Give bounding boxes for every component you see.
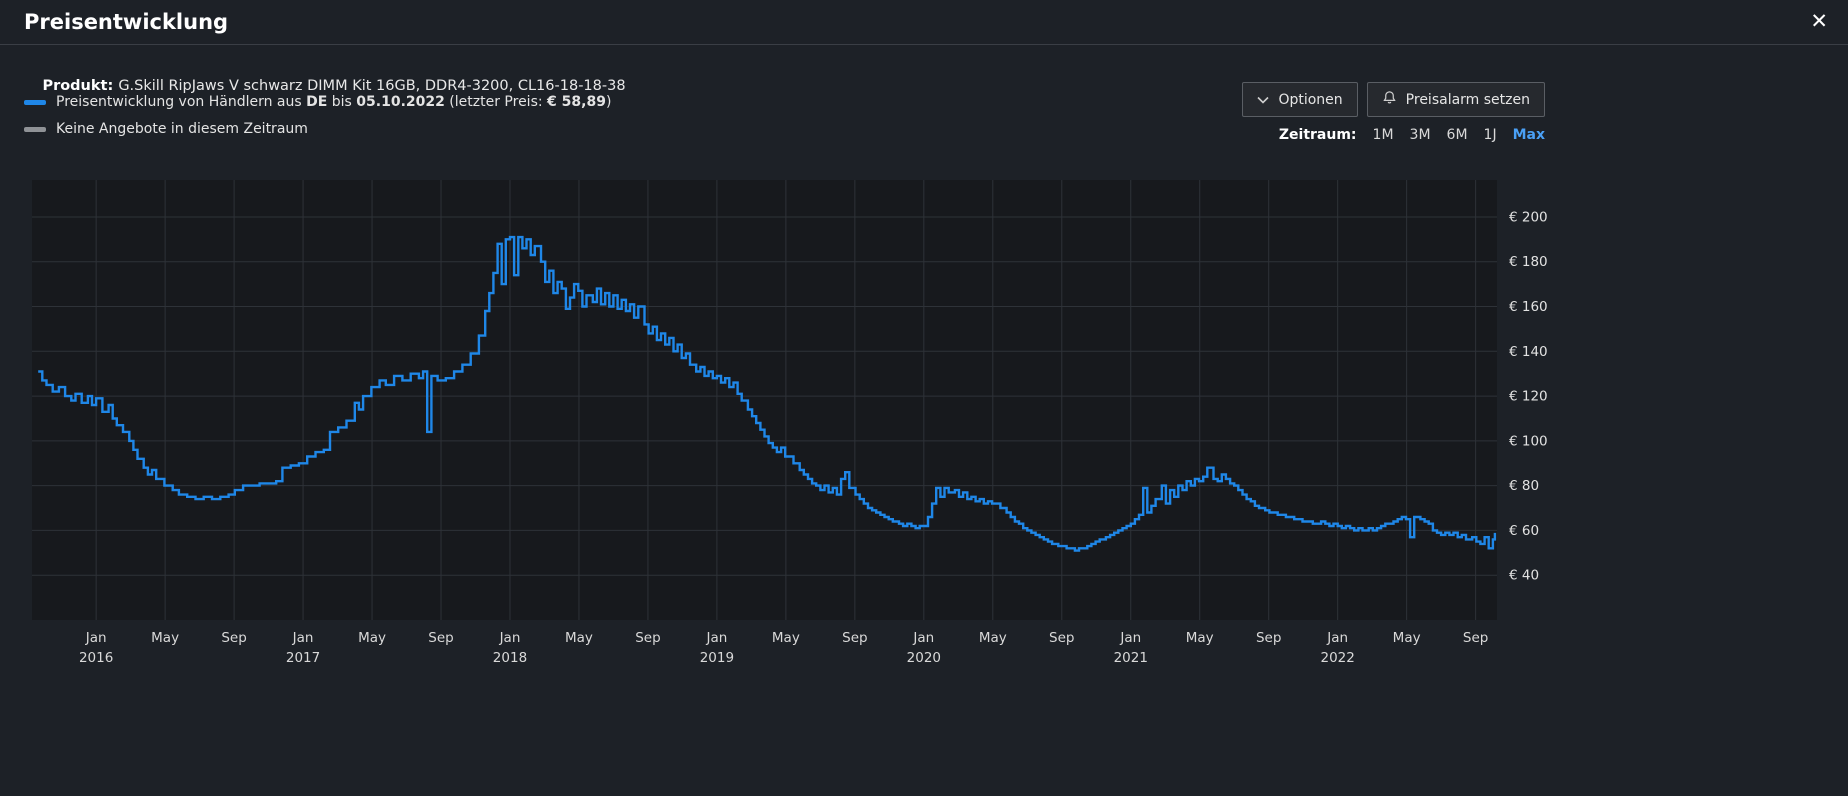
svg-text:2022: 2022 <box>1320 650 1354 666</box>
svg-text:€ 180: € 180 <box>1509 254 1548 270</box>
svg-text:May: May <box>1186 630 1214 646</box>
svg-text:May: May <box>772 630 800 646</box>
timeframe-3m[interactable]: 3M <box>1409 127 1431 143</box>
svg-text:Jan: Jan <box>912 630 934 646</box>
svg-text:€ 100: € 100 <box>1509 433 1548 449</box>
svg-text:Jan: Jan <box>1119 630 1141 646</box>
svg-text:Jan: Jan <box>85 630 107 646</box>
svg-text:2019: 2019 <box>700 650 734 666</box>
no-offers-swatch <box>24 126 46 132</box>
svg-text:€ 140: € 140 <box>1509 344 1548 360</box>
timeframe-6m[interactable]: 6M <box>1446 127 1468 143</box>
svg-text:€ 160: € 160 <box>1509 299 1548 315</box>
timeframe-label: Zeitraum: <box>1278 127 1357 143</box>
close-icon[interactable]: ✕ <box>1806 7 1832 36</box>
svg-text:Sep: Sep <box>635 630 660 646</box>
svg-text:Jan: Jan <box>499 630 521 646</box>
svg-text:€ 40: € 40 <box>1509 568 1539 584</box>
svg-text:Sep: Sep <box>1463 630 1488 646</box>
chevron-down-icon <box>1257 92 1270 108</box>
svg-text:Sep: Sep <box>1256 630 1281 646</box>
svg-text:€ 80: € 80 <box>1509 478 1539 494</box>
product-label: Produkt: <box>42 78 119 94</box>
svg-text:Sep: Sep <box>221 630 246 646</box>
price-alert-button[interactable]: Preisalarm setzen <box>1366 82 1545 117</box>
timeframe-selector: Zeitraum: 1M 3M 6M 1J Max <box>1279 127 1545 143</box>
svg-text:Jan: Jan <box>292 630 314 646</box>
svg-text:2016: 2016 <box>79 650 113 666</box>
product-line: Produkt: G.Skill RipJaws V schwarz DIMM … <box>24 62 626 110</box>
price-chart-svg[interactable]: € 200 € 180 € 160 € 140 € 120 € 100 € 80 € 60 € … <box>24 172 1554 672</box>
chart-toolbar: Optionen Preisalarm setzen <box>1242 82 1545 117</box>
svg-text:2018: 2018 <box>493 650 527 666</box>
svg-text:2021: 2021 <box>1114 650 1148 666</box>
page-title: Preisentwicklung <box>24 10 229 34</box>
price-chart[interactable]: € 200 € 180 € 160 € 140 € 120 € 100 € 80 € 60 € … <box>24 172 1554 672</box>
svg-text:May: May <box>1393 630 1421 646</box>
timeframe-1m[interactable]: 1M <box>1372 127 1394 143</box>
svg-text:€ 60: € 60 <box>1509 523 1539 539</box>
legend-text: Preisentwicklung von Händlern aus DE bis… <box>56 94 612 110</box>
dialog-header: Preisentwicklung ✕ <box>0 0 1848 45</box>
svg-text:Jan: Jan <box>1326 630 1348 646</box>
svg-text:May: May <box>151 630 179 646</box>
svg-text:Jan: Jan <box>706 630 728 646</box>
svg-text:Sep: Sep <box>842 630 867 646</box>
svg-text:May: May <box>979 630 1007 646</box>
svg-text:Sep: Sep <box>428 630 453 646</box>
bell-icon <box>1382 90 1397 109</box>
legend-no-offers: Keine Angebote in diesem Zeitraum <box>24 121 308 137</box>
price-series-swatch <box>24 99 46 105</box>
no-offers-label: Keine Angebote in diesem Zeitraum <box>56 121 308 137</box>
legend-price-series: Preisentwicklung von Händlern aus DE bis… <box>24 94 611 110</box>
product-name: G.Skill RipJaws V schwarz DIMM Kit 16GB,… <box>118 78 626 94</box>
svg-text:May: May <box>565 630 593 646</box>
svg-text:2017: 2017 <box>286 650 320 666</box>
svg-text:May: May <box>358 630 386 646</box>
svg-text:Sep: Sep <box>1049 630 1074 646</box>
svg-text:€ 120: € 120 <box>1509 389 1548 405</box>
timeframe-1j[interactable]: 1J <box>1483 127 1497 143</box>
svg-text:2020: 2020 <box>907 650 941 666</box>
options-button[interactable]: Optionen <box>1242 82 1358 117</box>
svg-text:€ 200: € 200 <box>1509 209 1548 225</box>
timeframe-max[interactable]: Max <box>1512 127 1545 143</box>
